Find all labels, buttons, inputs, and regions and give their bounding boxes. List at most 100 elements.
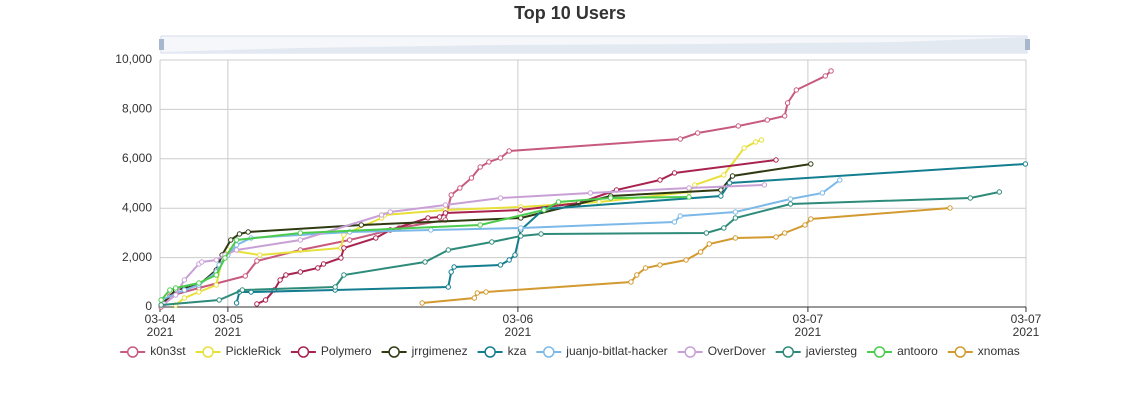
point	[213, 272, 219, 278]
x-tick-label: 03-05 2021	[212, 312, 244, 339]
y-tick-label: 4,000	[122, 200, 152, 214]
point	[784, 100, 791, 106]
legend-item[interactable]: k0n3st	[120, 344, 186, 358]
point	[486, 159, 492, 165]
point	[596, 199, 602, 205]
point	[506, 257, 512, 263]
point	[671, 170, 678, 176]
point	[512, 252, 518, 258]
legend-marker	[297, 346, 310, 358]
y-tick-label: 10,000	[115, 52, 152, 66]
point	[773, 234, 779, 240]
point	[721, 172, 727, 178]
point	[346, 237, 353, 243]
line	[422, 207, 951, 304]
series	[158, 189, 1003, 308]
point	[245, 229, 251, 235]
point	[732, 209, 739, 215]
point	[332, 284, 338, 290]
point	[802, 222, 808, 228]
point	[773, 157, 779, 163]
legend-marker	[484, 346, 496, 358]
legend-item[interactable]: OverDover	[677, 344, 766, 358]
x-tick-label: 03-04 2021	[144, 312, 176, 339]
point	[283, 272, 289, 278]
point	[694, 130, 701, 136]
point	[254, 258, 260, 264]
point	[228, 237, 234, 243]
point	[471, 295, 478, 301]
point	[297, 230, 304, 236]
legend-item[interactable]: javiersteg	[775, 344, 857, 358]
legend-item[interactable]: xnomas	[947, 344, 1020, 358]
point	[947, 205, 953, 211]
point	[506, 148, 512, 154]
point	[692, 182, 698, 188]
point	[607, 195, 614, 201]
point	[196, 280, 202, 286]
point	[518, 233, 524, 239]
x-tick-label: 03-06 2021	[502, 312, 534, 339]
point	[158, 302, 164, 308]
point	[257, 252, 263, 258]
legend-marker	[202, 346, 214, 358]
legend-item[interactable]: Polymero	[290, 344, 372, 358]
legend-marker	[388, 346, 400, 358]
point	[419, 300, 425, 306]
point	[181, 277, 188, 283]
point	[442, 202, 449, 208]
legend-item[interactable]: juanjo-bitlat-hacker	[536, 344, 668, 358]
point	[181, 287, 188, 293]
point	[819, 190, 826, 196]
zoom-handle[interactable]	[1025, 39, 1030, 50]
legend-item[interactable]: antooro	[867, 344, 938, 358]
point	[181, 295, 188, 301]
point	[442, 210, 449, 216]
legend-item[interactable]: PickleRick	[195, 344, 282, 358]
point	[213, 282, 219, 288]
point	[422, 259, 428, 265]
legend-item[interactable]: jrrgimenez	[381, 344, 468, 358]
point	[341, 272, 347, 278]
data-zoom[interactable]	[159, 35, 1030, 54]
legend-label: javiersteg	[805, 344, 857, 358]
zoom-handle[interactable]	[159, 39, 164, 50]
point	[732, 215, 739, 221]
point	[172, 285, 179, 291]
point	[657, 177, 663, 183]
line	[161, 191, 1000, 306]
point	[239, 287, 246, 293]
point	[735, 123, 742, 129]
series	[158, 68, 834, 310]
point	[718, 193, 724, 199]
point	[518, 225, 524, 231]
point	[262, 297, 269, 303]
series	[158, 161, 814, 308]
legend-label: Polymero	[321, 344, 372, 358]
series	[419, 205, 953, 306]
point	[721, 225, 727, 231]
line	[160, 162, 811, 306]
y-tick-label: 2,000	[122, 250, 152, 264]
point	[387, 209, 393, 215]
x-tick-label: 03-07 2021	[1010, 312, 1042, 339]
legend-item[interactable]: kza	[477, 344, 527, 358]
point	[341, 232, 347, 238]
point	[378, 212, 385, 218]
legend-label: juanjo-bitlat-hacker	[565, 344, 667, 358]
legend-label: jrrgimenez	[411, 344, 468, 358]
line	[160, 70, 832, 308]
point	[497, 155, 504, 161]
point	[483, 289, 489, 295]
point	[222, 255, 228, 261]
point	[1022, 161, 1029, 167]
point	[341, 245, 347, 251]
point	[277, 277, 283, 283]
point	[808, 161, 814, 167]
point	[761, 182, 768, 188]
legend-marker	[954, 346, 967, 358]
point	[683, 257, 689, 263]
point	[445, 247, 451, 253]
point	[753, 139, 759, 145]
point	[474, 290, 480, 296]
